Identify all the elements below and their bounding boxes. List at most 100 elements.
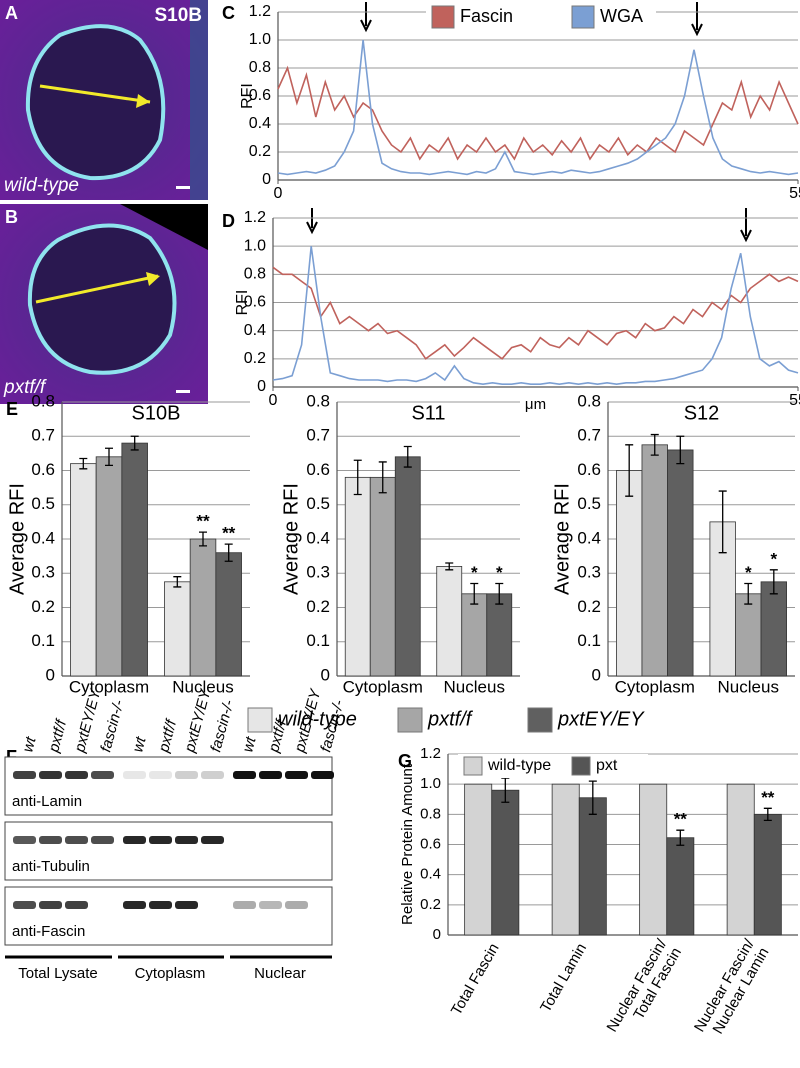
error-bar [224, 543, 233, 562]
legend-swatch [527, 707, 553, 733]
line-series [272, 246, 799, 386]
chart-title: S11 [411, 402, 445, 424]
x-tick-label: Nucleus [444, 677, 505, 696]
blot-band [123, 901, 146, 909]
blot-band [91, 771, 114, 779]
bar [491, 789, 520, 936]
y-tick-label: 0.4 [306, 528, 330, 547]
bar [616, 470, 643, 677]
significance-label: ** [674, 810, 688, 829]
micrograph-a: A S10B wild-type [0, 0, 208, 200]
x-axis-label: μm [525, 396, 546, 413]
y-tick-label: 0.8 [249, 59, 271, 76]
bar [753, 813, 782, 936]
error-bar [353, 459, 362, 496]
y-tick-label: 0 [262, 171, 271, 188]
y-tick-label: 0 [592, 665, 601, 684]
lane-label: wt [129, 734, 150, 754]
legend-label: pxtEY/EY [557, 708, 645, 730]
bar [726, 783, 755, 936]
bar [189, 538, 217, 677]
bar [164, 581, 191, 677]
y-tick-label: 0.8 [31, 391, 55, 410]
error-bar [79, 457, 88, 470]
error-bar [199, 531, 207, 547]
x-tick-label-group: Total Fascin [448, 940, 503, 1018]
error-bar [588, 780, 597, 815]
legend-background [426, 3, 656, 31]
x-tick-label: Nucleus [718, 677, 779, 696]
y-tick-label: 0.6 [420, 835, 441, 852]
y-tick-label: 0.4 [420, 866, 441, 883]
x-tick-label: 0 [274, 185, 283, 202]
error-bar [718, 490, 727, 554]
bar [666, 837, 695, 936]
error-bar [769, 569, 778, 595]
bar [667, 449, 694, 677]
legend-label: pxtf/f [427, 708, 474, 730]
bar [641, 444, 668, 677]
lane-label: pxtf/f [45, 716, 71, 755]
bar [639, 783, 668, 936]
blot-band [175, 836, 198, 844]
x-tick-label: Nucleus [172, 677, 233, 696]
genotype-label: pxtf/f [3, 377, 47, 398]
blot-frame [4, 886, 333, 946]
x-tick-label: Cytoplasm [615, 677, 695, 696]
y-tick-label: 0.6 [31, 460, 55, 479]
error-bar [501, 777, 510, 803]
error-bar [173, 576, 182, 588]
nucleus-outline [25, 24, 166, 181]
blot-band [39, 771, 62, 779]
blot-band [13, 836, 36, 844]
bar [464, 783, 493, 936]
legend-label: Fascin [460, 6, 513, 26]
lane-label: wt [19, 734, 40, 754]
error-bar [445, 562, 454, 571]
y-tick-label: 0.3 [577, 563, 601, 582]
blot-band [65, 836, 88, 844]
x-tick-label: Cytoplasm [69, 677, 149, 696]
blot-band [65, 771, 88, 779]
x-tick-label-group: Nuclear Fascin/Total Fascin [603, 936, 685, 1035]
y-tick-label: 0.4 [249, 115, 271, 132]
y-tick-label: 1.0 [249, 31, 271, 48]
y-tick-label: 0.7 [31, 426, 55, 445]
blot-band [311, 771, 334, 779]
significance-label: ** [196, 512, 210, 531]
y-tick-label: 0.6 [306, 460, 330, 479]
bar [578, 797, 607, 936]
legend-swatch [431, 5, 455, 29]
legend-label: wild-type [278, 708, 357, 730]
chart-title: S10B [132, 402, 181, 424]
legend-label: WGA [600, 6, 643, 26]
y-tick-label: 0.2 [249, 143, 271, 160]
y-tick-label: 0.1 [306, 631, 330, 650]
blot-band [233, 771, 256, 779]
error-bar [403, 445, 412, 468]
fraction-label: Cytoplasm [135, 965, 206, 982]
blot-band [149, 901, 172, 909]
blot-band [123, 771, 146, 779]
legend-swatch [463, 756, 483, 776]
blot-band [285, 771, 308, 779]
y-axis-label: Average RFI [6, 483, 28, 595]
y-tick-label: 0.8 [420, 805, 441, 822]
profile-arrowhead [146, 272, 160, 286]
bar [369, 476, 396, 677]
bar [215, 552, 242, 677]
bar [70, 463, 97, 677]
y-tick-label: 0.1 [577, 631, 601, 650]
panel-letter: D [222, 211, 235, 231]
significance-label: ** [222, 524, 236, 543]
y-axis-label: RFI [239, 83, 256, 109]
panel-letter: E [6, 399, 18, 419]
significance-label: * [471, 563, 478, 582]
blot-band [201, 836, 224, 844]
bar [551, 783, 580, 936]
blot-band [149, 836, 172, 844]
y-tick-label: 0.2 [31, 597, 55, 616]
